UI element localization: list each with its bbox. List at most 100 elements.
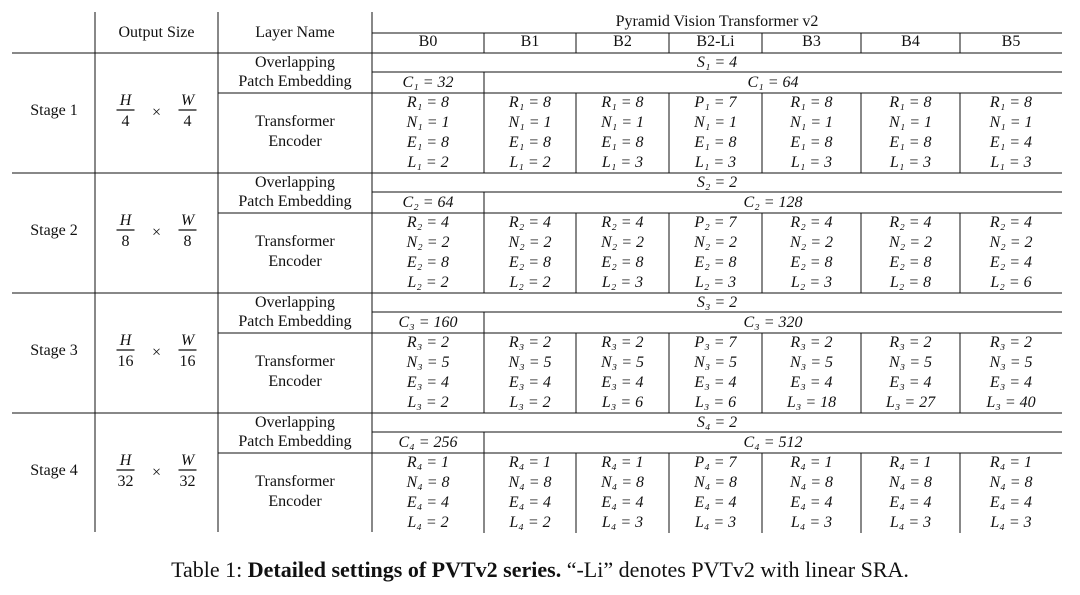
stage2-b5-param-4: L₂ = 6 bbox=[989, 274, 1031, 291]
stage2-b4-param-2: N₂ = 2 bbox=[888, 234, 932, 251]
stage4-b2-li-param-2: N₄ = 8 bbox=[693, 474, 737, 491]
stage1-b2-param-4: L₁ = 3 bbox=[601, 154, 643, 171]
stage2-b2-param-3: E₂ = 8 bbox=[600, 254, 643, 271]
stage4-channels-b0: C₄ = 256 bbox=[398, 434, 457, 451]
stage4-size-h: H bbox=[119, 452, 133, 469]
stage1-b1-param-4: L₁ = 2 bbox=[508, 154, 550, 171]
stage3-stride: S₃ = 2 bbox=[697, 294, 737, 311]
stage1-b2-li-param-2: N₁ = 1 bbox=[693, 114, 737, 131]
stage1-b3-param-1: R₁ = 8 bbox=[789, 94, 832, 111]
settings-table: Output Size Layer Name Pyramid Vision Tran… bbox=[12, 12, 1062, 533]
stage1-b5-param-3: E₁ = 4 bbox=[989, 134, 1032, 151]
stage2-b0-param-1: R₂ = 4 bbox=[406, 214, 449, 231]
stage1-b3-param-4: L₁ = 3 bbox=[790, 154, 832, 171]
stage2-b1-param-1: R₂ = 4 bbox=[508, 214, 551, 231]
stage3-b3-param-1: R₃ = 2 bbox=[789, 334, 832, 351]
stage4-b0-param-3: E₄ = 4 bbox=[406, 494, 449, 511]
stage4-b0-param-2: N₄ = 8 bbox=[405, 474, 449, 491]
stage4-size-den-h: 32 bbox=[118, 473, 134, 490]
stage4-size-w: W bbox=[181, 452, 196, 469]
stage4-b2-param-4: L₄ = 3 bbox=[601, 514, 643, 531]
table-caption: Table 1: Detailed settings of PVTv2 seri… bbox=[0, 556, 1080, 584]
stage4-b4-param-1: R₄ = 1 bbox=[888, 454, 931, 471]
stage4-size-times: × bbox=[152, 464, 161, 481]
stage4-b5-param-3: E₄ = 4 bbox=[989, 494, 1032, 511]
stage4-b3-param-3: E₄ = 4 bbox=[789, 494, 832, 511]
stage1-label: Stage 1 bbox=[30, 102, 78, 119]
stage3-b0-param-4: L₃ = 2 bbox=[406, 394, 448, 411]
stage3-b4-param-2: N₃ = 5 bbox=[888, 354, 932, 371]
stage4-b4-param-3: E₄ = 4 bbox=[888, 494, 931, 511]
stage3-encoder-label-2: Encoder bbox=[268, 373, 322, 390]
stage2-b1-param-3: E₂ = 8 bbox=[508, 254, 551, 271]
stage1-b1-param-2: N₁ = 1 bbox=[507, 114, 551, 131]
stage2-b3-param-4: L₂ = 3 bbox=[790, 274, 832, 291]
header-output-size: Output Size bbox=[119, 24, 195, 41]
stage2-b4-param-4: L₂ = 8 bbox=[889, 274, 931, 291]
stage2-size-den-h: 8 bbox=[122, 233, 130, 250]
stage1-b2-param-2: N₁ = 1 bbox=[600, 114, 644, 131]
stage3-b1-param-3: E₃ = 4 bbox=[508, 374, 551, 391]
stage3-b4-param-4: L₃ = 27 bbox=[885, 394, 936, 411]
stage2-b2-param-2: N₂ = 2 bbox=[600, 234, 644, 251]
stage3-size-times: × bbox=[152, 344, 161, 361]
stage1-b5-param-1: R₁ = 8 bbox=[989, 94, 1032, 111]
stage1-encoder-label-1: Transformer bbox=[255, 113, 335, 130]
stage1-size-h: H bbox=[119, 92, 133, 109]
stage4-b1-param-2: N₄ = 8 bbox=[507, 474, 551, 491]
stage4-b2-param-3: E₄ = 4 bbox=[600, 494, 643, 511]
stage4-b2-param-1: R₄ = 1 bbox=[600, 454, 643, 471]
stage3-size-den-w: 16 bbox=[180, 353, 196, 370]
stage1-b0-param-1: R₁ = 8 bbox=[406, 94, 449, 111]
stage1-b0-param-3: E₁ = 8 bbox=[406, 134, 449, 151]
stage2-b2-li-param-4: L₂ = 3 bbox=[694, 274, 736, 291]
header-model-b2: B2 bbox=[613, 33, 632, 50]
stage3-b2-li-param-1: P₃ = 7 bbox=[693, 334, 737, 351]
stage4-b5-param-4: L₄ = 3 bbox=[989, 514, 1031, 531]
stage2-size-w: W bbox=[181, 212, 196, 229]
stage4-b2-param-2: N₄ = 8 bbox=[600, 474, 644, 491]
stage2-b1-param-4: L₂ = 2 bbox=[508, 274, 550, 291]
stage3-b2-param-4: L₃ = 6 bbox=[601, 394, 643, 411]
stage2-b2-li-param-3: E₂ = 8 bbox=[693, 254, 736, 271]
stage4-b0-param-4: L₄ = 2 bbox=[406, 514, 448, 531]
stage2-patch-embed-label-2: Patch Embedding bbox=[238, 193, 351, 210]
stage4-stride: S₄ = 2 bbox=[697, 414, 737, 431]
stage3-b0-param-2: N₃ = 5 bbox=[405, 354, 449, 371]
stage4-b2-li-param-1: P₄ = 7 bbox=[693, 454, 737, 471]
stage3-b3-param-2: N₃ = 5 bbox=[789, 354, 833, 371]
stage1-b2-param-3: E₁ = 8 bbox=[600, 134, 643, 151]
stage1-size-w: W bbox=[181, 92, 196, 109]
stage3-b5-param-3: E₃ = 4 bbox=[989, 374, 1032, 391]
stage3-b4-param-1: R₃ = 2 bbox=[888, 334, 931, 351]
stage1-b3-param-2: N₁ = 1 bbox=[789, 114, 833, 131]
stage2-b3-param-1: R₂ = 4 bbox=[789, 214, 832, 231]
header-model-b0: B0 bbox=[419, 33, 438, 50]
stage2-b2-li-param-2: N₂ = 2 bbox=[693, 234, 737, 251]
stage2-b5-param-3: E₂ = 4 bbox=[989, 254, 1032, 271]
stage3-encoder-label-1: Transformer bbox=[255, 353, 335, 370]
stage3-b3-param-3: E₃ = 4 bbox=[789, 374, 832, 391]
stage4-b3-param-1: R₄ = 1 bbox=[789, 454, 832, 471]
stage4-patch-embed-label-2: Patch Embedding bbox=[238, 433, 351, 450]
stage2-b0-param-3: E₂ = 8 bbox=[406, 254, 449, 271]
stage1-b2-li-param-4: L₁ = 3 bbox=[694, 154, 736, 171]
stage3-b2-li-param-3: E₃ = 4 bbox=[693, 374, 736, 391]
stage4-b4-param-2: N₄ = 8 bbox=[888, 474, 932, 491]
stage3-b2-param-2: N₃ = 5 bbox=[600, 354, 644, 371]
stage3-b3-param-4: L₃ = 18 bbox=[786, 394, 836, 411]
stage2-b0-param-4: L₂ = 2 bbox=[406, 274, 448, 291]
stage4-b3-param-4: L₄ = 3 bbox=[790, 514, 832, 531]
stage2-label: Stage 2 bbox=[30, 222, 78, 239]
header-model-b4: B4 bbox=[901, 33, 920, 50]
stage3-b1-param-2: N₃ = 5 bbox=[507, 354, 551, 371]
stage1-b4-param-4: L₁ = 3 bbox=[889, 154, 931, 171]
header-model-b2-li: B2-Li bbox=[696, 33, 735, 50]
stage3-patch-embed-label-2: Patch Embedding bbox=[238, 313, 351, 330]
stage1-b5-param-2: N₁ = 1 bbox=[988, 114, 1032, 131]
stage1-channels-rest: C₁ = 64 bbox=[747, 74, 798, 91]
stage3-b0-param-3: E₃ = 4 bbox=[406, 374, 449, 391]
stage3-b5-param-2: N₃ = 5 bbox=[988, 354, 1032, 371]
stage2-b0-param-2: N₂ = 2 bbox=[405, 234, 449, 251]
stage3-b4-param-3: E₃ = 4 bbox=[888, 374, 931, 391]
